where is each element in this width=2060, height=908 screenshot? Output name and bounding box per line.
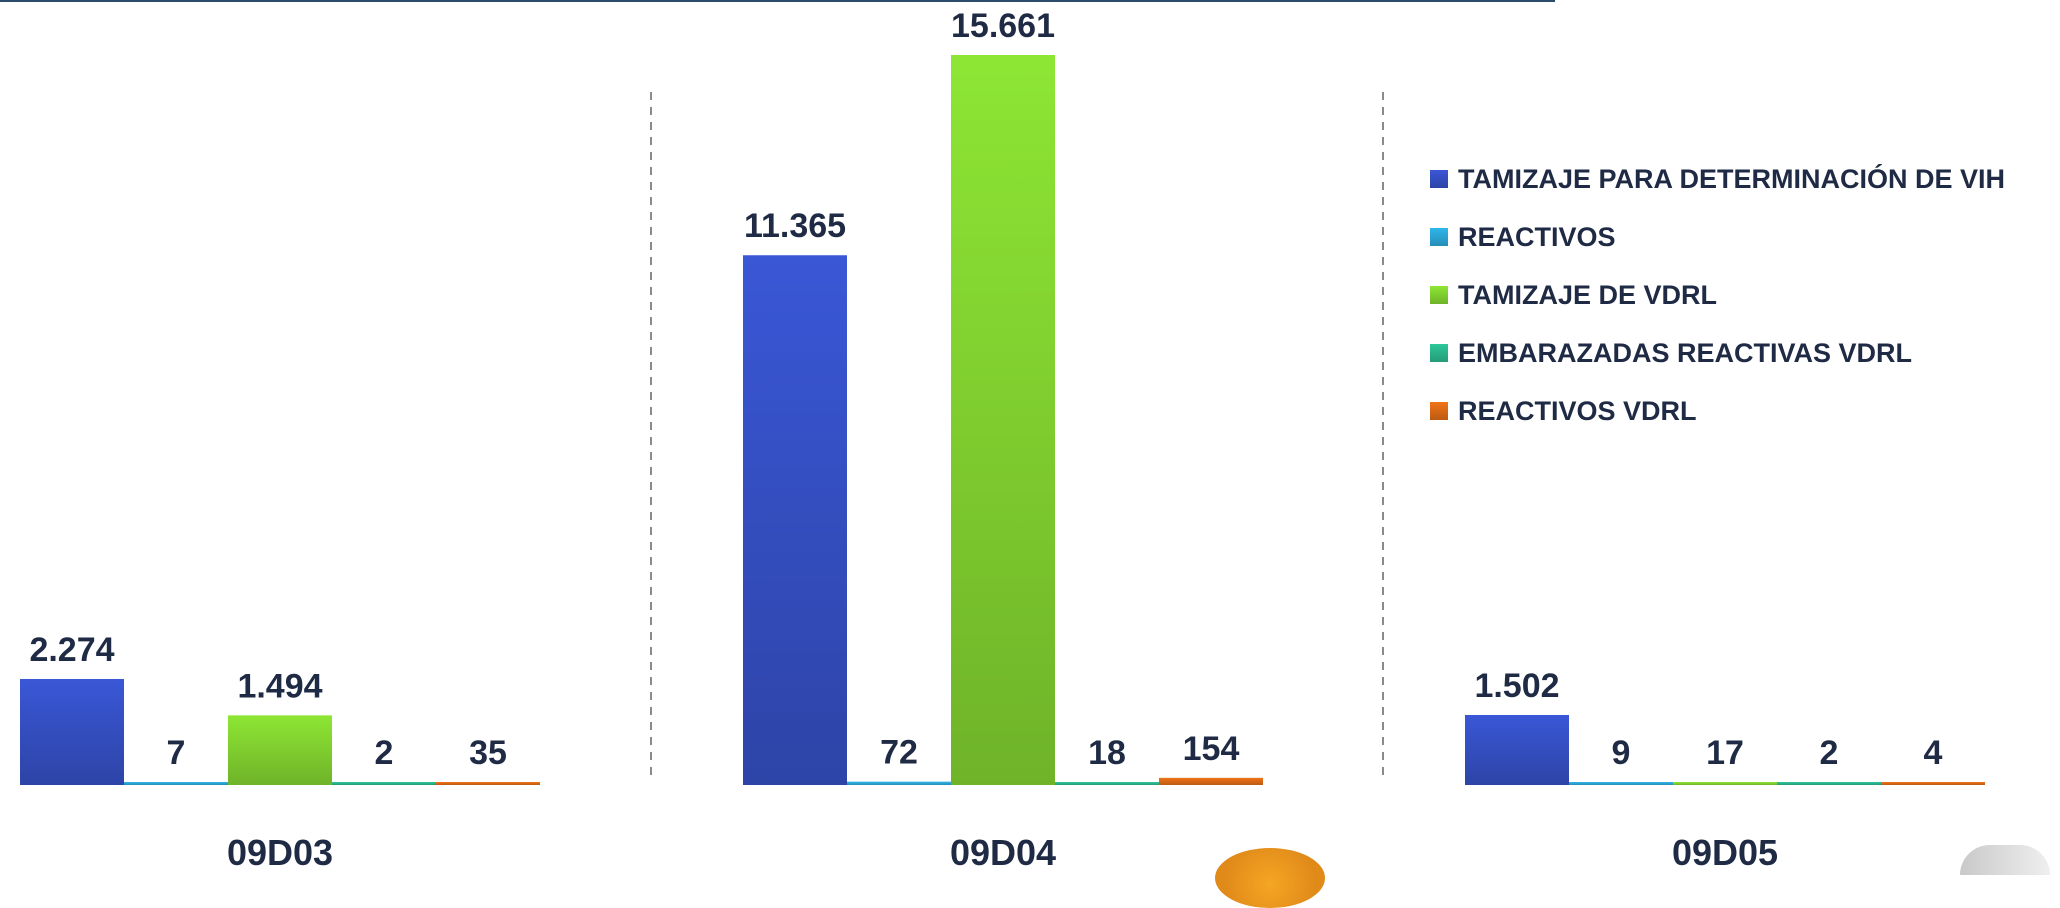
value-label-09d03-series-2: 7	[167, 734, 186, 772]
bar-09d04-series-4	[1055, 782, 1159, 785]
value-label-09d03-series-5: 35	[469, 734, 507, 772]
category-label-09d05: 09D05	[1672, 832, 1778, 870]
value-label-09d03-series-4: 2	[375, 734, 394, 772]
value-label-09d05-series-4: 2	[1820, 734, 1839, 772]
bar-09d05-series-4	[1777, 782, 1881, 785]
value-label-09d05-series-1: 1.502	[1474, 667, 1559, 705]
bar-09d04-series-5	[1159, 777, 1263, 785]
legend-label-3: TAMIZAJE DE VDRL	[1458, 279, 1718, 310]
bar-09d03-series-5	[436, 782, 540, 785]
legend-swatch-5	[1430, 402, 1448, 420]
value-label-09d05-series-3: 17	[1706, 734, 1744, 772]
legend-label-4: EMBARAZADAS REACTIVAS VDRL	[1458, 337, 1913, 368]
bar-09d04-series-3	[951, 55, 1055, 785]
value-label-09d04-series-3: 15.661	[951, 7, 1055, 45]
category-label-09d03: 09D03	[227, 832, 333, 870]
bar-09d03-series-3	[228, 715, 332, 785]
legend-swatch-1	[1430, 170, 1448, 188]
value-label-09d04-series-4: 18	[1088, 734, 1126, 772]
chart-legend: TAMIZAJE PARA DETERMINACIÓN DE VIH REACTI…	[1430, 150, 2005, 440]
legend-item-2: REACTIVOS	[1430, 208, 2005, 266]
bar-09d03-series-2	[124, 782, 228, 785]
legend-item-5: REACTIVOS VDRL	[1430, 382, 2005, 440]
bar-09d05-series-5	[1881, 782, 1985, 785]
legend-label-2: REACTIVOS	[1458, 221, 1616, 252]
legend-item-3: TAMIZAJE DE VDRL	[1430, 266, 2005, 324]
institution-logo	[1215, 848, 1325, 908]
value-label-09d03-series-3: 1.494	[237, 667, 322, 705]
legend-swatch-4	[1430, 344, 1448, 362]
bar-09d05-series-2	[1569, 782, 1673, 785]
legend-swatch-2	[1430, 228, 1448, 246]
category-label-09d04: 09D04	[950, 832, 1056, 870]
top-rule	[0, 0, 1555, 2]
bar-09d03-series-1	[20, 679, 124, 785]
value-label-09d04-series-2: 72	[880, 734, 918, 772]
bar-09d04-series-2	[847, 781, 951, 785]
value-label-09d05-series-2: 9	[1612, 734, 1631, 772]
coat-of-arms-logo	[1960, 845, 2050, 875]
legend-item-1: TAMIZAJE PARA DETERMINACIÓN DE VIH	[1430, 150, 2005, 208]
value-label-09d05-series-5: 4	[1924, 734, 1943, 772]
legend-item-4: EMBARAZADAS REACTIVAS VDRL	[1430, 324, 2005, 382]
value-label-09d03-series-1: 2.274	[29, 631, 114, 669]
bar-09d03-series-4	[332, 782, 436, 785]
legend-label-1: TAMIZAJE PARA DETERMINACIÓN DE VIH	[1458, 163, 2006, 194]
bar-09d04-series-1	[743, 255, 847, 785]
value-label-09d04-series-1: 11.365	[744, 207, 846, 245]
legend-label-5: REACTIVOS VDRL	[1458, 395, 1697, 426]
bar-chart: 2.274 7 1.494 2 35 11.365 72 15.661 18 154 1.502 9 1…	[20, 7, 1985, 870]
legend-swatch-3	[1430, 286, 1448, 304]
bar-09d05-series-3	[1673, 782, 1777, 785]
bar-09d05-series-1	[1465, 714, 1569, 785]
value-label-09d04-series-5: 154	[1183, 730, 1240, 768]
